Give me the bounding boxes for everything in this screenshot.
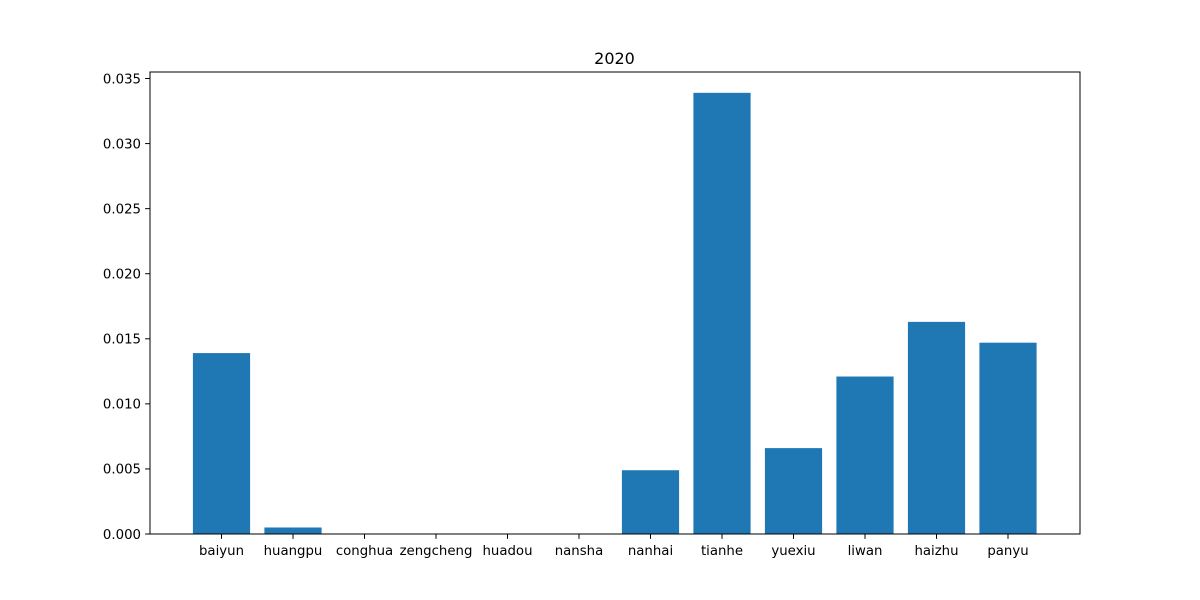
y-tick-label-4: 0.020 [103,268,141,283]
x-tick-label-panyu: panyu [987,544,1028,559]
bar-haizhu [907,321,966,534]
plot-frame [149,71,1081,535]
bar-huangpu [264,527,322,534]
x-tick-label-nansha: nansha [555,544,604,559]
x-tick-label-haizhu: haizhu [914,544,958,559]
x-tick-label-baiyun: baiyun [199,544,244,559]
bar-yuexiu [764,448,823,534]
y-tick-label-5: 0.025 [103,202,141,217]
x-tick-label-huadou: huadou [482,544,532,559]
y-tick-label-2: 0.010 [103,398,141,413]
y-axis: 0.000 0.005 0.010 0.015 0.020 0.025 0.030 0.035 [103,72,150,543]
x-tick-label-nanhai: nanhai [628,544,673,559]
bar-liwan [836,376,894,534]
y-tick-label-1: 0.005 [103,463,141,478]
chart-title: 2020 [594,49,635,68]
bar-baiyun [192,353,251,534]
bar-tianhe [693,92,751,534]
x-tick-label-zengcheng: zengcheng [400,544,473,559]
x-tick-label-tianhe: tianhe [701,544,743,559]
bar-panyu [979,342,1037,534]
bar-nanhai [621,470,680,534]
x-tick-label-liwan: liwan [848,544,883,559]
y-tick-label-3: 0.015 [103,333,141,348]
x-tick-label-huangpu: huangpu [264,544,323,559]
x-tick-label-yuexiu: yuexiu [771,544,815,559]
x-tick-label-conghua: conghua [336,544,393,559]
x-axis: baiyun huangpu conghua zengcheng huadou nansh… [199,534,1029,559]
y-tick-label-0: 0.000 [103,528,141,543]
y-tick-label-7: 0.035 [103,72,141,87]
y-tick-label-6: 0.030 [103,137,141,152]
bars-group [192,92,1037,534]
